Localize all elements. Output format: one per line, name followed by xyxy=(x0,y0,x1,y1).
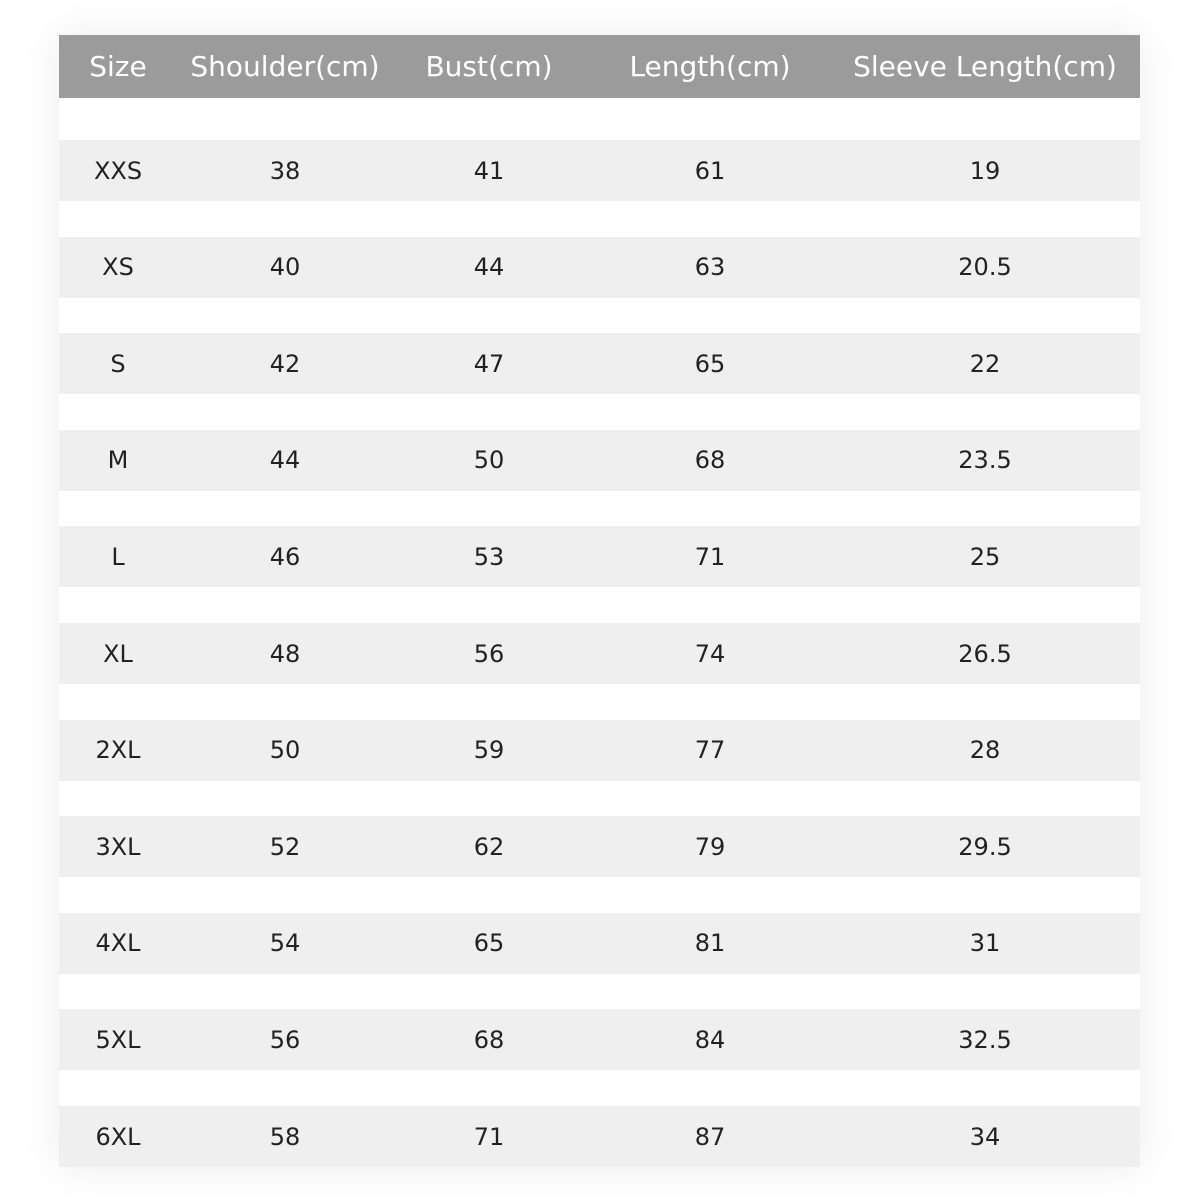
table-cell: 31 xyxy=(969,929,1001,958)
table-row: 2XL 50 59 77 28 xyxy=(59,719,1140,781)
table-cell: 42 xyxy=(269,349,301,378)
table-cell: 2XL xyxy=(95,736,141,765)
table-cell: XL xyxy=(103,639,133,668)
table-cell: 56 xyxy=(269,1025,301,1054)
table-cell: 61 xyxy=(694,156,726,185)
table-cell: L xyxy=(111,542,125,571)
header-cell: Length(cm) xyxy=(629,50,791,83)
table-cell: 52 xyxy=(269,832,301,861)
table-row: L 46 53 71 25 xyxy=(59,526,1140,588)
table-cell: 44 xyxy=(269,446,301,475)
table-cell: 54 xyxy=(269,929,301,958)
table-cell: 84 xyxy=(694,1025,726,1054)
table-cell: 87 xyxy=(694,1122,726,1151)
table-cell: 6XL xyxy=(95,1122,141,1151)
table-cell: 62 xyxy=(473,832,505,861)
table-row: XL 48 56 74 26.5 xyxy=(59,623,1140,684)
table-cell: 74 xyxy=(694,639,726,668)
table-cell: 26.5 xyxy=(958,639,1012,668)
table-cell: XXS xyxy=(93,156,143,185)
table-cell: 44 xyxy=(473,253,505,282)
table-cell: 48 xyxy=(269,639,301,668)
table-cell: 34 xyxy=(969,1122,1001,1151)
table-cell: 46 xyxy=(269,542,301,571)
header-cell: Bust(cm) xyxy=(425,50,553,83)
table-cell: 38 xyxy=(269,156,301,185)
table-cell: 41 xyxy=(473,156,505,185)
table-header: Size Shoulder(cm) Bust(cm) Length(cm) Sleeve… xyxy=(59,35,1140,98)
table-cell: 81 xyxy=(694,929,726,958)
table-row: M 44 50 68 23.5 xyxy=(59,429,1140,491)
header-cell: Sleeve Length(cm) xyxy=(853,50,1117,83)
table-cell: S xyxy=(110,349,126,378)
table-cell: 68 xyxy=(473,1025,505,1054)
table-cell: 3XL xyxy=(95,832,141,861)
table-cell: 50 xyxy=(269,736,301,765)
table-cell: 59 xyxy=(473,736,505,765)
table-cell: 63 xyxy=(694,253,726,282)
header-cell: Size xyxy=(89,50,147,83)
size-table: Size Shoulder(cm) Bust(cm) Length(cm) Sleeve… xyxy=(59,35,1140,1167)
table-cell: 58 xyxy=(269,1122,301,1151)
table-cell: 79 xyxy=(694,832,726,861)
table-row: 4XL 54 65 81 31 xyxy=(59,912,1140,974)
table-cell: 40 xyxy=(269,253,301,282)
table-cell: M xyxy=(107,446,129,475)
table-cell: 19 xyxy=(969,156,1001,185)
table-cell: 29.5 xyxy=(958,832,1012,861)
table-cell: 68 xyxy=(694,446,726,475)
table-row: XS 40 44 63 20.5 xyxy=(59,236,1140,298)
table-cell: 22 xyxy=(969,349,1001,378)
table-row: 5XL 56 68 84 32.5 xyxy=(59,1009,1140,1071)
table-row: 6XL 58 71 87 34 xyxy=(59,1106,1140,1167)
table-row: XXS 38 41 61 19 xyxy=(59,140,1140,201)
table-cell: 50 xyxy=(473,446,505,475)
table-cell: 65 xyxy=(473,929,505,958)
table-cell: 4XL xyxy=(95,929,141,958)
table-row: S 42 47 65 22 xyxy=(59,333,1140,395)
table-cell: 23.5 xyxy=(958,446,1012,475)
table-cell: 28 xyxy=(969,736,1001,765)
table-cell: 20.5 xyxy=(958,253,1012,282)
table-cell: 32.5 xyxy=(958,1025,1012,1054)
table-cell: 65 xyxy=(694,349,726,378)
table-cell: 71 xyxy=(473,1122,505,1151)
table-row: 3XL 52 62 79 29.5 xyxy=(59,816,1140,878)
table-cell: 5XL xyxy=(95,1025,141,1054)
table-cell: XS xyxy=(102,253,134,282)
table-cell: 71 xyxy=(694,542,726,571)
table-cell: 53 xyxy=(473,542,505,571)
table-cell: 77 xyxy=(694,736,726,765)
header-cell: Shoulder(cm) xyxy=(190,50,380,83)
table-cell: 25 xyxy=(969,542,1001,571)
table-cell: 47 xyxy=(473,349,505,378)
table-cell: 56 xyxy=(473,639,505,668)
